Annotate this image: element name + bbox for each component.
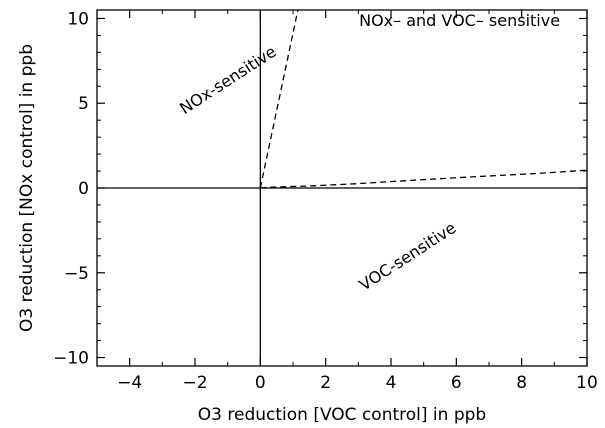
y-axis-title: O3 reduction [NOx control] in ppb [17,44,37,332]
y-tick-label: −5 [64,264,89,284]
x-tick-label: 2 [320,373,331,393]
annotation-nox-and-voc-sensitive: NOx– and VOC– sensitive [359,11,560,30]
series-line-2 [260,169,588,189]
y-tick-label: −10 [53,349,89,369]
annotation-voc-sensitive: VOC-sensitive [356,218,460,295]
x-tick-label: 10 [576,373,598,393]
x-tick-label: −4 [117,373,142,393]
x-tick-label: 6 [451,373,462,393]
x-tick-label: −2 [182,373,207,393]
series-line-1 [259,9,299,189]
series-group [259,9,588,189]
y-tick-label: 0 [78,179,89,199]
y-tick-label: 10 [67,9,89,29]
y-axis-ticks: −10 −5 0 5 10 [53,9,587,369]
x-tick-label: 4 [386,373,397,393]
y-tick-label: 5 [78,94,89,114]
x-tick-label: 8 [516,373,527,393]
x-axis-ticks: −4 −2 0 2 4 6 8 10 [96,10,598,393]
x-tick-label: 0 [255,373,266,393]
x-axis-title: O3 reduction [VOC control] in ppb [198,405,486,425]
reference-lines [97,10,587,366]
annotations: NOx-sensitive NOx– and VOC– sensitive VOC-… [176,11,560,294]
annotation-nox-sensitive: NOx-sensitive [176,42,279,118]
